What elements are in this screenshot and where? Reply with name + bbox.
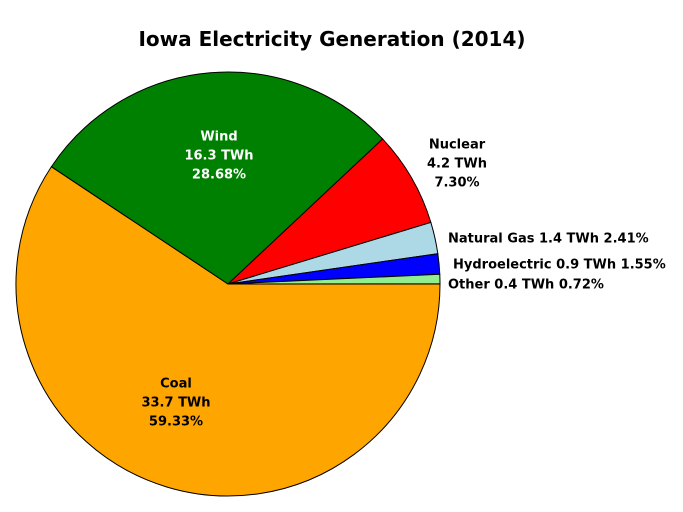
- slice-label-natural-gas: Natural Gas 1.4 TWh 2.41%: [448, 232, 649, 247]
- slice-label-hydroelectric: Hydroelectric 0.9 TWh 1.55%: [453, 258, 666, 273]
- pie-slice-wind: [50, 71, 384, 285]
- pie-slice-other: [227, 273, 441, 285]
- pie-slice-nuclear: [227, 138, 432, 285]
- pie-slice-coal: [15, 166, 441, 497]
- slice-label-other: Other 0.4 TWh 0.72%: [448, 278, 604, 293]
- slice-label-wind: Wind 16.3 TWh 28.68%: [184, 130, 253, 183]
- chart-title: Iowa Electricity Generation (2014): [138, 27, 526, 51]
- slice-label-coal: Coal 33.7 TWh 59.33%: [141, 377, 210, 430]
- slice-label-nuclear: Nuclear 4.2 TWh 7.30%: [427, 138, 487, 191]
